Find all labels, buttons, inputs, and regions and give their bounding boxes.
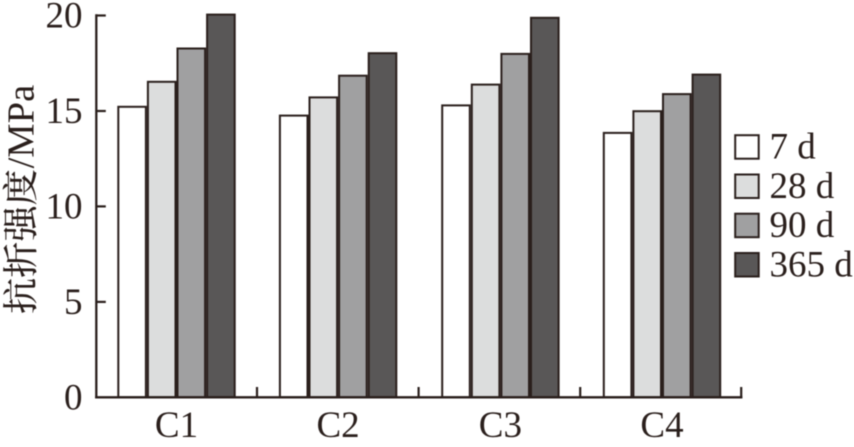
svg-text:28 d: 28 d <box>770 166 835 207</box>
svg-text:0: 0 <box>64 378 83 419</box>
svg-text:10: 10 <box>46 187 83 228</box>
svg-text:90 d: 90 d <box>770 205 835 246</box>
svg-text:/MPa: /MPa <box>1 85 43 169</box>
svg-text:5: 5 <box>64 282 83 323</box>
svg-text:365 d: 365 d <box>770 244 854 285</box>
svg-text:C3: C3 <box>479 405 522 442</box>
svg-text:C1: C1 <box>155 405 198 442</box>
svg-text:C2: C2 <box>317 405 360 442</box>
svg-text:15: 15 <box>46 91 83 132</box>
svg-text:C4: C4 <box>640 405 683 442</box>
svg-text:7 d: 7 d <box>770 127 817 168</box>
svg-text:20: 20 <box>46 0 83 37</box>
